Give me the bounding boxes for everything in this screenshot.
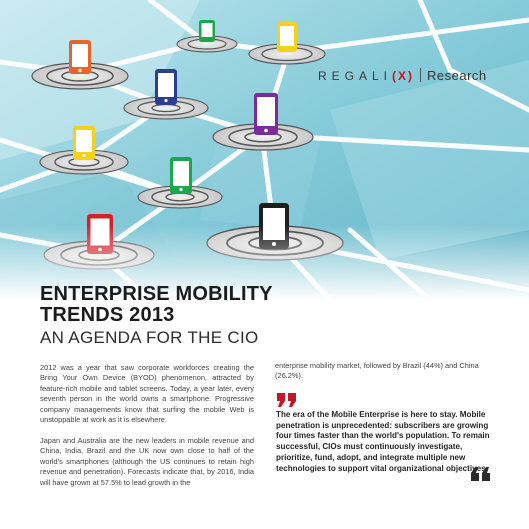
regalix-logo: REGALI(X) Research [318,68,487,83]
logo-research-label: Research [427,68,487,83]
title-line-2: TRENDS 2013 [40,304,175,326]
logo-wordmark: REGALI [318,69,393,83]
close-quote-icon [471,467,490,481]
network-phones-graphic [0,0,529,300]
title-line-1: ENTERPRISE MOBILITY [40,283,273,305]
open-quote-icon [277,393,296,407]
logo-x-mark: (X) [392,69,415,83]
logo-divider [420,68,422,82]
body-paragraph-1: 2012 was a year that saw corporate workf… [40,363,254,425]
report-subtitle: AN AGENDA FOR THE CIO [40,328,259,347]
hero-illustration: REGALI(X) Research [0,0,529,300]
body-paragraph-2: Japan and Australia are the new leaders … [40,436,254,487]
pull-quote-text: The era of the Mobile Enterprise is here… [276,410,490,473]
report-title: ENTERPRISE MOBILITY TRENDS 2013 AN AGEND… [40,283,273,348]
body-paragraph-3: enterprise mobility market, followed by … [275,361,479,381]
